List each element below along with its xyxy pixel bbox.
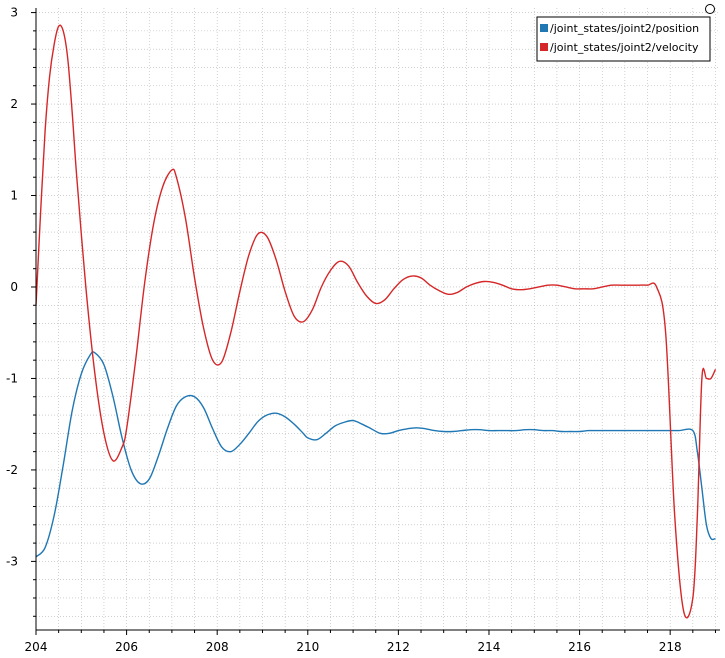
series-line-velocity xyxy=(35,24,717,619)
x-tick-label: 214 xyxy=(478,640,501,654)
legend-label-velocity: /joint_states/joint2/velocity xyxy=(550,41,699,54)
y-tick-label: -2 xyxy=(6,463,18,477)
y-tick-label: -1 xyxy=(6,371,18,385)
x-tick-label: 210 xyxy=(296,640,319,654)
x-tick-label: 212 xyxy=(387,640,410,654)
y-tick-label: 1 xyxy=(10,189,18,203)
x-tick-label: 206 xyxy=(115,640,138,654)
y-tick-label: 0 xyxy=(10,280,18,294)
legend-label-position: /joint_states/joint2/position xyxy=(550,22,699,35)
x-tick-label: 208 xyxy=(206,640,229,654)
legend-swatch-position[interactable] xyxy=(540,24,548,32)
legend-handle-icon[interactable] xyxy=(705,4,715,14)
x-tick-label: 204 xyxy=(25,640,48,654)
grid xyxy=(35,8,720,630)
legend-box xyxy=(536,16,711,62)
y-tick-label: 2 xyxy=(10,97,18,111)
y-tick-label: 3 xyxy=(10,6,18,20)
legend-swatch-velocity[interactable] xyxy=(540,43,548,51)
series-line-position xyxy=(35,351,716,558)
series-group xyxy=(35,24,717,619)
legend[interactable]: /joint_states/joint2/position/joint_stat… xyxy=(536,4,715,62)
y-tick-label: -3 xyxy=(6,554,18,568)
x-tick-label: 218 xyxy=(659,640,682,654)
x-tick-label: 216 xyxy=(568,640,591,654)
